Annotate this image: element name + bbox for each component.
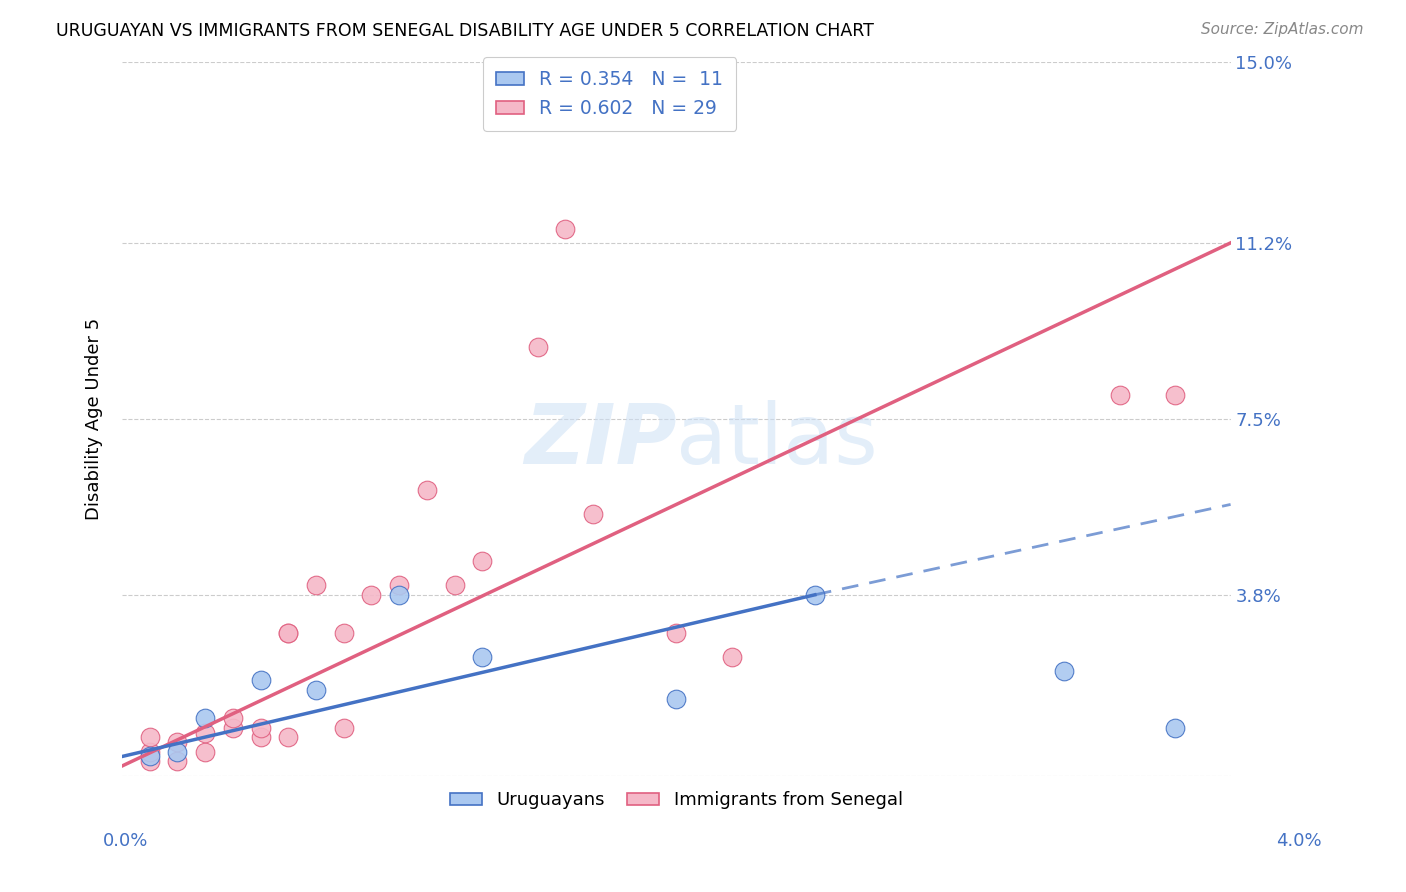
- Point: [249, 731, 271, 745]
- Text: 0.0%: 0.0%: [103, 831, 148, 849]
- Point: [222, 721, 245, 735]
- Point: [804, 588, 827, 602]
- Text: 4.0%: 4.0%: [1277, 831, 1322, 849]
- Point: [249, 673, 271, 688]
- Point: [416, 483, 439, 498]
- Point: [194, 711, 217, 725]
- Point: [1164, 388, 1187, 402]
- Point: [471, 554, 494, 568]
- Point: [139, 749, 162, 764]
- Point: [249, 721, 271, 735]
- Point: [332, 625, 354, 640]
- Point: [526, 341, 548, 355]
- Point: [305, 578, 328, 592]
- Point: [388, 588, 411, 602]
- Point: [471, 649, 494, 664]
- Point: [443, 578, 465, 592]
- Point: [332, 721, 354, 735]
- Point: [360, 588, 382, 602]
- Legend: Uruguayans, Immigrants from Senegal: Uruguayans, Immigrants from Senegal: [443, 784, 910, 816]
- Point: [277, 731, 299, 745]
- Point: [139, 754, 162, 768]
- Text: ZIP: ZIP: [523, 400, 676, 481]
- Point: [305, 682, 328, 697]
- Point: [139, 731, 162, 745]
- Point: [166, 735, 188, 749]
- Point: [388, 578, 411, 592]
- Point: [665, 692, 688, 706]
- Point: [194, 725, 217, 739]
- Text: atlas: atlas: [676, 400, 879, 481]
- Y-axis label: Disability Age Under 5: Disability Age Under 5: [86, 318, 103, 520]
- Point: [720, 649, 742, 664]
- Point: [1108, 388, 1130, 402]
- Point: [277, 625, 299, 640]
- Text: URUGUAYAN VS IMMIGRANTS FROM SENEGAL DISABILITY AGE UNDER 5 CORRELATION CHART: URUGUAYAN VS IMMIGRANTS FROM SENEGAL DIS…: [56, 22, 875, 40]
- Point: [166, 745, 188, 759]
- Point: [166, 754, 188, 768]
- Point: [665, 625, 688, 640]
- Point: [554, 221, 576, 235]
- Point: [582, 507, 605, 521]
- Point: [1053, 664, 1076, 678]
- Text: Source: ZipAtlas.com: Source: ZipAtlas.com: [1201, 22, 1364, 37]
- Point: [277, 625, 299, 640]
- Point: [222, 711, 245, 725]
- Point: [139, 745, 162, 759]
- Point: [1164, 721, 1187, 735]
- Point: [194, 745, 217, 759]
